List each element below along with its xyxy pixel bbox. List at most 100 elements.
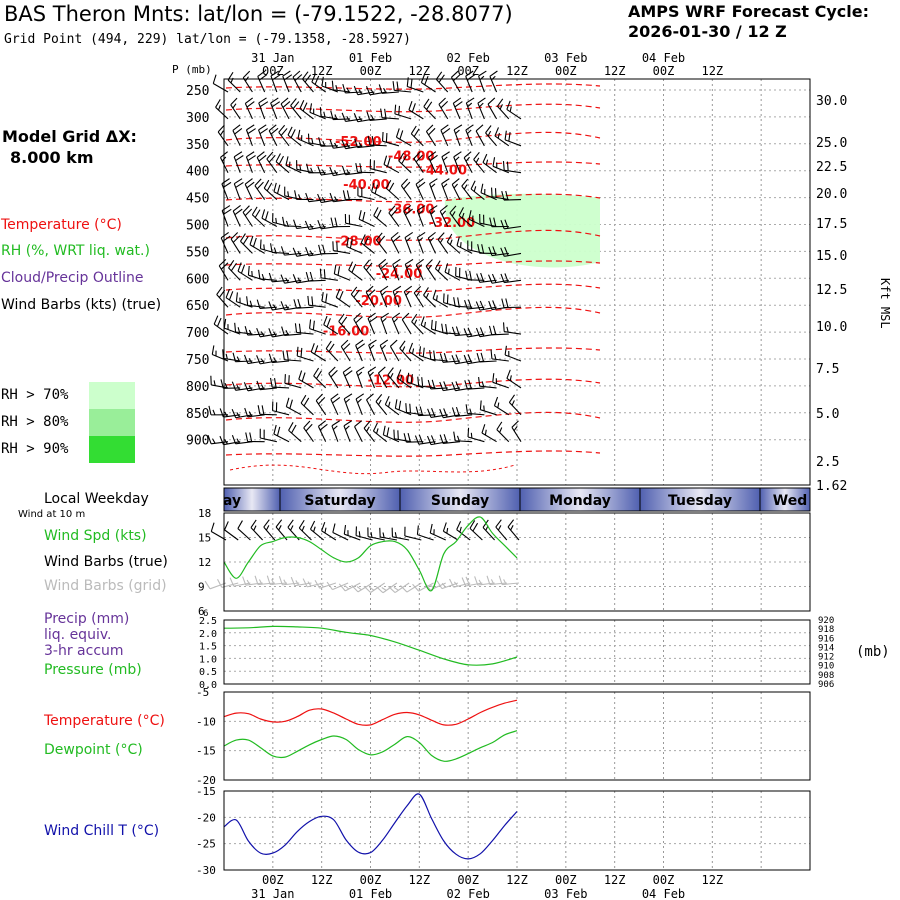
wind-barb: [363, 427, 375, 443]
wind-barb-flag: [476, 273, 481, 283]
wind-barb: [491, 252, 509, 257]
time-tick-label-bottom: 00Z: [360, 873, 382, 887]
wind-barb: [449, 212, 461, 227]
wind-barb: [432, 298, 449, 308]
wind-barb-flag: [484, 429, 487, 436]
wind-barb-flag: [449, 205, 457, 214]
wind-barb-flag: [260, 331, 265, 337]
wind-barb-flag: [280, 246, 285, 256]
time-tick-label-top: 00Z: [653, 64, 675, 78]
wind-barb-flag: [367, 135, 371, 146]
wind-barb: [242, 77, 253, 93]
wind-barb-flag: [418, 346, 422, 356]
wind-barb-flag: [366, 426, 370, 432]
wind-barb-flag: [338, 313, 345, 322]
wind-barb-flag: [427, 231, 436, 239]
wind-barb-flag: [225, 288, 230, 298]
wind-barb-flag: [508, 132, 511, 142]
time-tick-label-bottom: 12Z: [408, 873, 430, 887]
wind-barb-flag: [315, 393, 324, 402]
wind-barb-flag: [239, 233, 246, 242]
wind-barb-flag: [439, 353, 444, 363]
wind-barb-flag: [431, 408, 436, 417]
wind-barb: [296, 306, 314, 309]
kft-tick-label: 22.5: [816, 160, 847, 175]
surface-wind-barb-flag: [416, 525, 419, 535]
weekday-bar: ay Saturday Sunday Monday Tuesday Wed: [223, 487, 811, 512]
grid-point-label: Grid Point (494, 229) lat/lon = (-79.135…: [4, 32, 411, 47]
wind-barb-flag: [340, 316, 348, 325]
wind-barb-flag: [407, 432, 411, 443]
wind-barb-flag: [287, 126, 293, 136]
grid-wind-barb-flag: [217, 579, 223, 588]
wind-barb-flag: [323, 315, 328, 325]
wind-barb: [375, 239, 388, 254]
wind-barb: [211, 384, 229, 389]
wind-barb-flag: [406, 237, 411, 242]
wind-barb: [491, 279, 509, 284]
wind-barb-flag: [273, 378, 277, 388]
pressure-line: [223, 625, 518, 666]
wind-barb-flag: [425, 259, 433, 267]
wind-barb-flag: [434, 260, 441, 269]
wind-barb-flag: [473, 151, 480, 160]
wind-barb-flag: [441, 210, 447, 216]
wind-barb-flag: [334, 196, 338, 202]
wind-barb-flag: [292, 247, 298, 257]
wind-barb-flag: [334, 217, 338, 227]
wind-barb-flag: [479, 400, 482, 410]
wind-barb-flag: [487, 97, 496, 105]
wind-barb: [441, 183, 449, 200]
wind-barb-flag: [341, 165, 346, 175]
wind-barb: [216, 294, 229, 308]
wind-barb-flag: [453, 74, 461, 82]
wind-barb: [468, 218, 485, 227]
kft-axis-label: Kft MSL: [878, 278, 892, 329]
wind-barb-flag: [223, 208, 232, 215]
wind-barb: [394, 438, 412, 443]
wind-barb: [475, 130, 485, 147]
wind-barb-flag: [393, 264, 399, 269]
wind-barb-flag: [270, 243, 273, 253]
surface-wind-barb-flag: [495, 519, 502, 528]
wind-barb: [228, 267, 241, 281]
surface-wind-barb: [355, 535, 373, 541]
temperature-contour: [225, 103, 601, 113]
wind-barb: [247, 387, 265, 392]
wind-barb-flag: [428, 127, 436, 136]
wind-barb-flag: [470, 180, 476, 190]
kft-tick-label: 1.62: [816, 479, 847, 494]
wind-barb-flag: [335, 288, 341, 298]
wind-barb-flag: [455, 406, 460, 417]
wind-barb-flag: [444, 263, 449, 273]
wind-barb-flag: [350, 286, 358, 295]
wind-barb-flag: [244, 326, 249, 336]
wind-barb-flag: [403, 181, 411, 190]
wind-barb-flag: [401, 312, 410, 320]
wind-barb-flag: [430, 183, 436, 188]
surface-wind-barb-flag: [253, 525, 257, 531]
sounding-panel: 250 300 350 400 450 500 550 600 650 700 750 800 850 9…: [172, 51, 847, 494]
wind-barb-flag: [383, 87, 387, 94]
wind-barb-flag: [370, 115, 375, 121]
panel-frame: [223, 512, 811, 612]
weekday-label: ay: [223, 493, 241, 509]
temperature-contour-label: -20.00: [355, 294, 402, 309]
weekday-cell: [760, 488, 810, 511]
surface-wind-barb-flag: [472, 522, 479, 532]
wind-barb-flag: [413, 128, 420, 137]
wind-barb: [380, 317, 388, 335]
wind-barb: [284, 382, 302, 389]
wind-barb-flag: [224, 383, 228, 389]
wind-barb-flag: [400, 178, 409, 187]
wind-barb: [439, 210, 449, 227]
wind-barb-flag: [280, 97, 289, 105]
kft-tick-label: 15.0: [816, 249, 847, 264]
time-tick-label-bottom: 12Z: [311, 873, 333, 887]
wind-barb-flag: [378, 399, 382, 405]
wind-barb-flag: [273, 182, 277, 192]
wind-barb: [418, 414, 436, 417]
wind-barb-flag: [465, 270, 468, 280]
pressure-tick-label: 700: [186, 326, 209, 341]
surface-wind-barb: [443, 530, 459, 541]
